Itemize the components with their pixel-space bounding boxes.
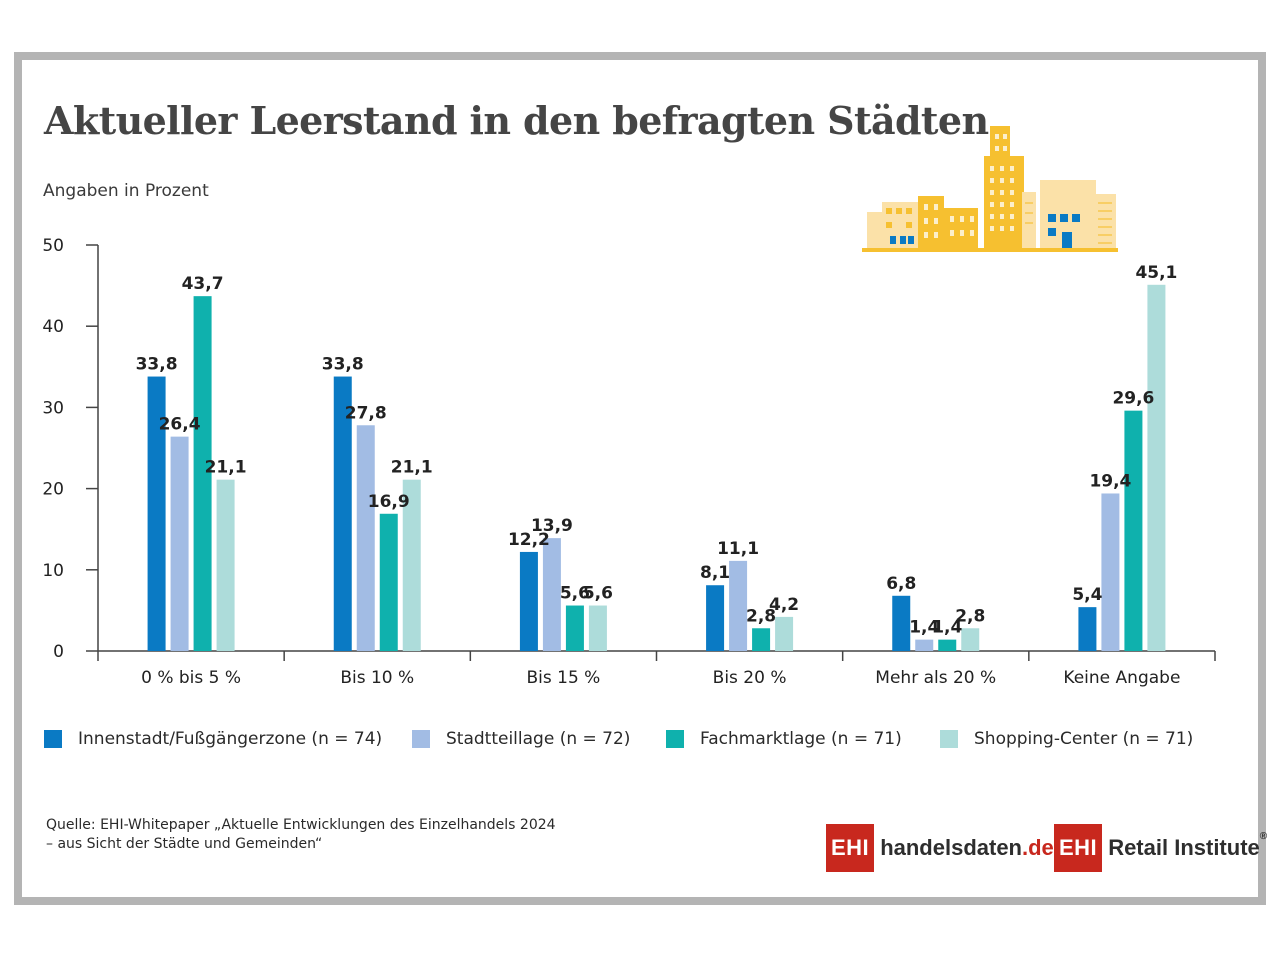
source-line-1: Quelle: EHI-Whitepaper „Aktuelle Entwick… <box>46 817 556 833</box>
y-tick-label: 10 <box>42 561 64 581</box>
bar-value-label: 45,1 <box>1135 263 1177 283</box>
bar <box>706 585 725 651</box>
bar-value-label: 21,1 <box>391 458 433 478</box>
bar <box>915 639 934 651</box>
retail-institute-text: Retail Institute <box>1108 835 1260 860</box>
legend-label: Stadtteillage (n = 72) <box>446 729 631 749</box>
chart-bars <box>147 284 1166 651</box>
bar <box>1124 410 1143 651</box>
ehi-logo-box: EHI <box>826 824 875 872</box>
y-tick-label: 0 <box>53 642 64 662</box>
bar <box>379 513 398 651</box>
bar <box>775 616 794 651</box>
y-tick-label: 30 <box>42 398 64 418</box>
legend-item: Shopping-Center (n = 71) <box>940 727 1193 751</box>
bar <box>170 436 189 651</box>
chart-axes: 0 10 20 30 40 50 0 % bis 5 % Bis 10 % Bis 15 % Bi… <box>42 236 1216 688</box>
chart-value-labels: 33,8 26,4 43,7 21,1 33,8 27,8 16,9 21,1 12,213,9… <box>136 263 1178 638</box>
city-buildings-icon <box>862 126 1118 252</box>
bar <box>356 425 375 651</box>
registered-mark: ® <box>1259 831 1268 842</box>
handelsdaten-logo-accent: .de <box>1022 835 1054 860</box>
bar <box>892 595 911 651</box>
bar <box>729 560 748 651</box>
source-line-2: – aus Sicht der Städte und Gemeinden“ <box>46 836 323 852</box>
legend-item: Stadtteillage (n = 72) <box>412 727 630 751</box>
bar-value-label: 29,6 <box>1112 389 1154 409</box>
legend-label: Fachmarktlage (n = 71) <box>700 729 902 749</box>
bar-value-label: 33,8 <box>322 355 364 375</box>
legend-swatch <box>940 730 958 748</box>
handelsdaten-logo-main: handelsdaten <box>880 835 1022 860</box>
handelsdaten-logo-text: handelsdaten.de <box>880 835 1054 861</box>
bar-value-label: 13,9 <box>531 516 573 536</box>
legend-swatch <box>412 730 430 748</box>
bar <box>542 538 561 651</box>
x-category-label: Bis 15 % <box>526 668 600 688</box>
bar <box>147 376 166 651</box>
bar-value-label: 27,8 <box>345 403 387 423</box>
bar-value-label: 2,8 <box>746 606 776 626</box>
bar <box>193 296 212 651</box>
bar <box>588 605 607 651</box>
bar-value-label: 2,8 <box>955 606 985 626</box>
y-tick-label: 20 <box>42 480 64 500</box>
bar-value-label: 8,1 <box>700 563 730 583</box>
bar-value-label: 11,1 <box>717 539 759 559</box>
legend-swatch <box>666 730 684 748</box>
bar-value-label: 16,9 <box>368 492 410 512</box>
bar <box>402 479 421 651</box>
legend-swatch <box>44 730 62 748</box>
bar-value-label: 5,6 <box>560 584 590 604</box>
bar <box>938 639 957 651</box>
legend-label: Innenstadt/Fußgängerzone (n = 74) <box>78 729 383 749</box>
bar-value-label: 21,1 <box>205 458 247 478</box>
bar-value-label: 1,4 <box>932 618 962 638</box>
x-category-label: Keine Angabe <box>1063 668 1180 688</box>
bar <box>333 376 352 651</box>
bar <box>565 605 584 651</box>
x-category-label: Bis 20 % <box>713 668 787 688</box>
x-category-label: 0 % bis 5 % <box>141 668 241 688</box>
bar-value-label: 12,2 <box>508 530 550 550</box>
bar-value-label: 5,6 <box>583 584 613 604</box>
y-tick-label: 50 <box>42 236 64 256</box>
bar <box>1147 284 1166 651</box>
y-tick-label: 40 <box>42 317 64 337</box>
chart-title: Aktueller Leerstand in den befragten Stä… <box>44 98 989 143</box>
bar-value-label: 1,4 <box>909 618 939 638</box>
handelsdaten-logo: EHI handelsdaten.de <box>826 824 1054 872</box>
bar-value-label: 5,4 <box>1072 585 1102 605</box>
bar-value-label: 4,2 <box>769 595 799 615</box>
bar <box>961 628 980 651</box>
ehi-logo-box-2: EHI <box>1054 824 1103 872</box>
x-category-label: Mehr als 20 % <box>875 668 996 688</box>
bar-value-label: 26,4 <box>159 415 201 435</box>
bar-value-label: 19,4 <box>1089 471 1131 491</box>
retail-institute-logo-text: Retail Institute® <box>1108 831 1267 861</box>
bar-value-label: 43,7 <box>182 274 224 294</box>
bar <box>1078 607 1097 651</box>
legend-item: Fachmarktlage (n = 71) <box>666 727 902 751</box>
bar-value-label: 33,8 <box>136 355 178 375</box>
bar <box>519 551 538 651</box>
x-category-label: Bis 10 % <box>340 668 414 688</box>
chart-legend: Innenstadt/Fußgängerzone (n = 74) Stadtte… <box>44 727 1244 751</box>
bar-value-label: 6,8 <box>886 574 916 594</box>
source-note: Quelle: EHI-Whitepaper „Aktuelle Entwick… <box>46 816 556 854</box>
legend-item: Innenstadt/Fußgängerzone (n = 74) <box>44 727 382 751</box>
legend-label: Shopping-Center (n = 71) <box>974 729 1194 749</box>
ehi-retail-institute-logo: EHI Retail Institute® <box>1054 824 1267 872</box>
bar <box>752 628 771 651</box>
bar <box>216 479 235 651</box>
chart-subtitle: Angaben in Prozent <box>43 181 209 201</box>
bar <box>1101 493 1120 651</box>
